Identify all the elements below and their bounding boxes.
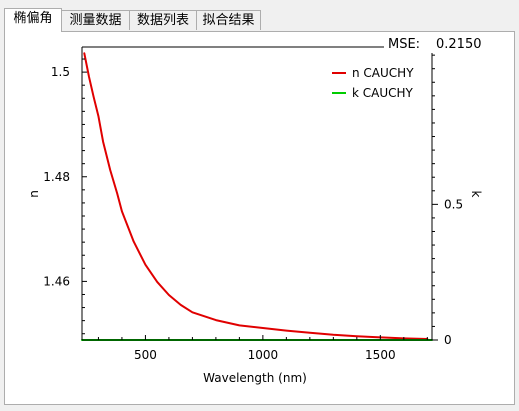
y-tick-label: 1.5 bbox=[51, 65, 70, 79]
mse-label: MSE: bbox=[388, 37, 420, 52]
x-tick-label: 1500 bbox=[365, 348, 396, 362]
mse-value: 0.2150 bbox=[436, 37, 482, 52]
y-tick-label: 1.48 bbox=[43, 170, 70, 184]
x-tick-label: 500 bbox=[134, 348, 157, 362]
n-cauchy-line bbox=[83, 52, 429, 340]
y2-axis-title: k bbox=[469, 191, 483, 198]
tab-data-list[interactable]: 数据列表 bbox=[129, 10, 197, 30]
chart-panel bbox=[4, 31, 515, 405]
tab-measured-data[interactable]: 测量数据 bbox=[61, 10, 130, 30]
y-tick-label: 1.46 bbox=[43, 274, 70, 288]
legend-n-label: n CAUCHY bbox=[352, 66, 414, 80]
tab-ellipsometric-angles[interactable]: 椭偏角 bbox=[4, 8, 62, 32]
mse-box bbox=[384, 33, 488, 53]
tab-fit-results[interactable]: 拟合结果 bbox=[196, 10, 261, 30]
y2-tick-label: 0.5 bbox=[444, 197, 463, 211]
x-axis-title: Wavelength (nm) bbox=[203, 371, 307, 385]
y-axis-title: n bbox=[27, 190, 41, 198]
x-tick-label: 1000 bbox=[248, 348, 279, 362]
legend-k-label: k CAUCHY bbox=[352, 86, 414, 100]
y2-tick-label: 0 bbox=[444, 333, 452, 347]
